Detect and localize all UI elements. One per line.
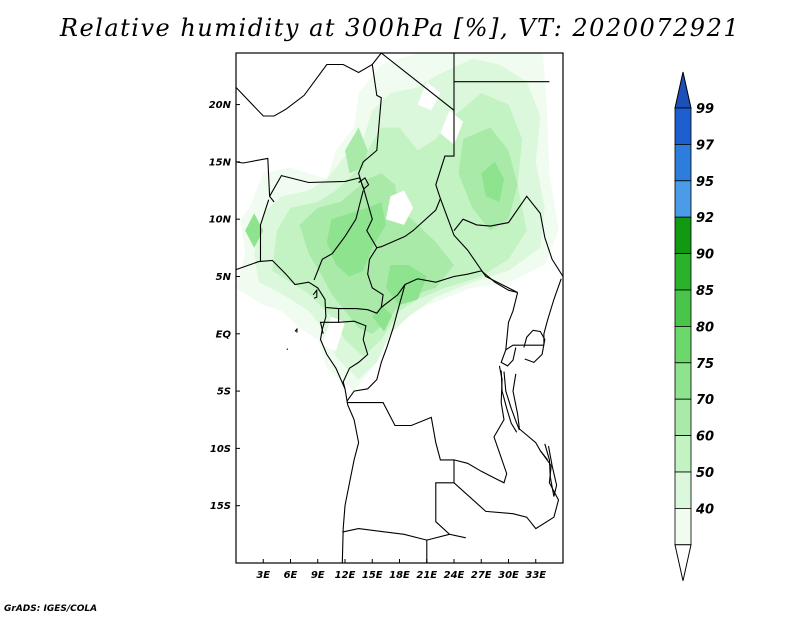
humidity-area xyxy=(417,81,441,111)
border-line xyxy=(544,443,558,497)
border-line xyxy=(312,288,318,299)
border-line xyxy=(512,373,549,461)
lat-tick-label: 10N xyxy=(209,215,232,226)
humidity-area xyxy=(440,110,464,145)
lon-tick-label: 21E xyxy=(416,570,437,581)
border-line xyxy=(346,402,466,539)
colorbar: 99 97 95 92 90 85 80 75 70 60 50 40 xyxy=(674,71,715,581)
country-borders xyxy=(235,52,564,564)
longitude-axis: 3E 6E 9E 12E 15E 18E 21E 24E 27E 30E 33E xyxy=(256,559,546,581)
colorbar-label: 75 xyxy=(696,357,714,372)
colorbar-segment xyxy=(674,362,692,400)
colorbar-label: 70 xyxy=(696,393,714,408)
lat-tick-label: EQ xyxy=(216,329,232,340)
humidity-area xyxy=(385,190,414,225)
border-line xyxy=(319,308,340,334)
colorbar-segment xyxy=(674,507,692,546)
border-line xyxy=(259,199,270,262)
colorbar-label: 92 xyxy=(696,211,714,226)
border-line xyxy=(346,284,406,402)
lat-tick-label: 5N xyxy=(216,272,232,283)
border-line xyxy=(439,198,518,293)
lon-tick-label: 18E xyxy=(389,570,410,581)
colorbar-top-cap xyxy=(674,71,692,109)
colorbar-label: 99 xyxy=(696,102,714,117)
border-line xyxy=(453,365,508,484)
colorbar-segment xyxy=(674,216,692,254)
border-line xyxy=(362,52,455,249)
colorbar-segment xyxy=(674,289,692,327)
colorbar-segment xyxy=(674,253,692,291)
border-line xyxy=(313,190,364,281)
colorbar-segment xyxy=(674,107,692,145)
colorbar-label: 95 xyxy=(696,175,714,190)
lon-tick-label: 6E xyxy=(284,570,298,581)
colorbar-segment xyxy=(674,471,692,509)
humidity-area xyxy=(481,161,504,202)
border-line xyxy=(453,195,564,277)
chart-title: Relative humidity at 300hPa [%], VT: 202… xyxy=(59,14,741,42)
colorbar-label: 80 xyxy=(696,320,714,335)
latitude-axis: 20N 15N 10N 5N EQ 5S 10S 15S xyxy=(209,100,240,512)
colorbar-label: 85 xyxy=(696,284,714,299)
lon-tick-label: 33E xyxy=(525,570,546,581)
colorbar-bottom-cap xyxy=(674,544,692,581)
border-line xyxy=(235,259,360,564)
lon-tick-label: 12E xyxy=(335,570,356,581)
colorbar-segment xyxy=(674,180,692,218)
colorbar-label: 40 xyxy=(695,502,714,517)
colorbar-label: 97 xyxy=(696,138,715,153)
colorbar-label: 90 xyxy=(696,248,714,263)
humidity-area xyxy=(345,127,368,174)
border-line xyxy=(235,157,275,203)
border-line xyxy=(235,52,382,117)
humidity-area xyxy=(322,316,345,351)
colorbar-segment xyxy=(674,435,692,473)
border-line xyxy=(505,292,544,351)
border-line xyxy=(294,327,298,333)
lon-tick-label: 27E xyxy=(471,570,492,581)
border-line xyxy=(358,64,382,189)
lat-tick-label: 20N xyxy=(209,100,232,111)
border-line xyxy=(453,450,560,530)
colorbar-segment xyxy=(674,398,692,437)
lat-tick-label: 10S xyxy=(210,444,231,455)
border-line xyxy=(380,270,518,308)
border-line xyxy=(342,528,450,541)
border-line xyxy=(500,370,518,433)
border-line xyxy=(500,347,517,367)
lon-tick-label: 3E xyxy=(256,570,270,581)
border-line xyxy=(523,329,546,364)
lon-tick-label: 24E xyxy=(444,570,465,581)
colorbar-label: 50 xyxy=(696,466,714,481)
colorbar-segment xyxy=(674,325,692,364)
border-line xyxy=(338,320,369,389)
lon-tick-label: 15E xyxy=(362,570,383,581)
humidity-field xyxy=(236,53,559,392)
colorbar-label: 60 xyxy=(696,430,714,445)
border-line xyxy=(503,371,520,431)
humidity-area xyxy=(245,213,264,248)
credit-label: GrADS: IGES/COLA xyxy=(4,604,98,614)
border-line xyxy=(543,278,562,346)
border-line xyxy=(358,177,370,190)
lon-tick-label: 30E xyxy=(498,570,519,581)
humidity-area xyxy=(385,265,427,306)
lat-tick-label: 15S xyxy=(210,501,231,512)
colorbar-segment xyxy=(674,143,692,182)
lon-tick-label: 9E xyxy=(311,570,325,581)
lat-tick-label: 5S xyxy=(217,387,231,398)
border-line xyxy=(286,348,289,351)
lat-tick-label: 15N xyxy=(209,157,232,168)
